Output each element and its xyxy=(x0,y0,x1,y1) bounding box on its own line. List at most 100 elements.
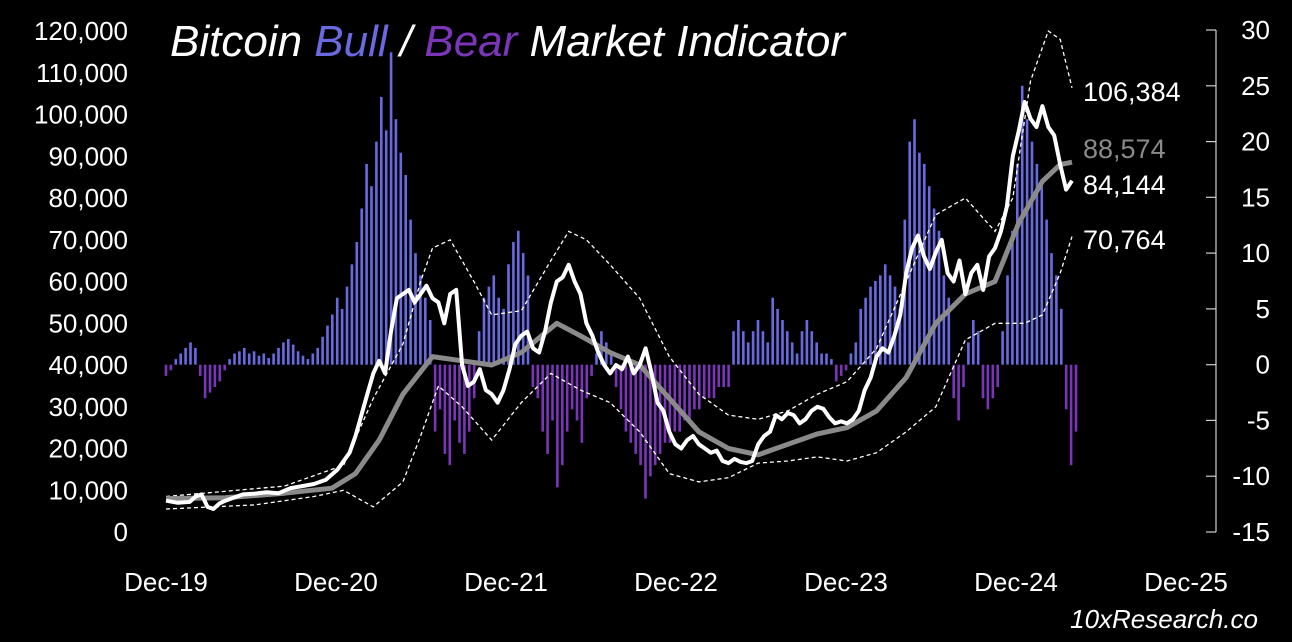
indicator-bar-184 xyxy=(1064,364,1068,410)
indicator-bar-167 xyxy=(981,364,985,399)
indicator-bar-40 xyxy=(360,208,363,365)
y-left-tick-label: 30,000 xyxy=(48,392,128,422)
indicator-bar-10 xyxy=(213,364,217,387)
indicator-bar-156 xyxy=(927,186,931,365)
indicator-bar-26 xyxy=(291,344,295,365)
indicator-bar-144 xyxy=(869,286,872,365)
indicator-bar-146 xyxy=(879,275,882,365)
indicator-bar-169 xyxy=(991,364,995,399)
y-right-tick-label: 15 xyxy=(1241,182,1270,212)
indicator-bar-8 xyxy=(203,364,207,399)
indicator-bar-22 xyxy=(272,353,275,365)
indicator-bar-175 xyxy=(1020,85,1024,365)
indicator-bar-80 xyxy=(556,364,559,488)
title-part-bear: Bear xyxy=(424,17,519,66)
indicator-bar-24 xyxy=(282,342,285,365)
indicator-bar-121 xyxy=(756,320,760,365)
y-right-tick-label: 30 xyxy=(1241,15,1270,45)
indicator-bar-126 xyxy=(781,320,784,365)
indicator-bar-13 xyxy=(228,359,231,365)
indicator-bar-53 xyxy=(424,297,427,365)
indicator-bar-29 xyxy=(306,359,310,365)
indicator-bar-31 xyxy=(316,347,319,365)
indicator-bar-132 xyxy=(810,331,814,365)
left-axis-ticks: 120,000 110,000 100,000 90,000 80,000 70,000 6… xyxy=(34,16,128,547)
x-tick-label: Dec-21 xyxy=(464,567,548,597)
indicator-bar-27 xyxy=(296,351,300,365)
end-label-price: 84,144 xyxy=(1083,170,1166,200)
indicator-bar-0 xyxy=(164,364,168,376)
indicator-bar-54 xyxy=(428,320,432,365)
indicator-bar-85 xyxy=(580,364,584,443)
x-tick-label: Dec-25 xyxy=(1144,567,1228,597)
x-tick-label: Dec-23 xyxy=(804,567,888,597)
indicator-bar-183 xyxy=(1060,308,1063,365)
indicator-bar-34 xyxy=(331,314,334,365)
indicator-bar-115 xyxy=(727,364,730,387)
indicator-bar-65 xyxy=(482,297,486,365)
indicator-bar-92 xyxy=(614,364,618,387)
indicator-bar-30 xyxy=(311,353,315,365)
indicator-bar-166 xyxy=(976,331,980,365)
indicator-bar-135 xyxy=(825,353,828,365)
title-part-slash: / xyxy=(388,17,425,66)
indicator-bar-163 xyxy=(962,364,965,387)
x-tick-label: Dec-22 xyxy=(634,567,718,597)
indicator-bar-170 xyxy=(996,364,999,387)
indicator-bar-71 xyxy=(512,242,515,365)
y-right-tick-label: -10 xyxy=(1232,461,1270,491)
y-right-tick-label: 20 xyxy=(1241,127,1270,157)
indicator-bar-11 xyxy=(218,364,222,382)
indicator-bar-72 xyxy=(517,230,520,365)
y-left-tick-label: 50,000 xyxy=(48,308,128,338)
indicator-bar-66 xyxy=(487,286,491,365)
y-left-tick-label: 40,000 xyxy=(48,350,128,380)
indicator-bar-117 xyxy=(737,320,740,365)
indicator-bar-6 xyxy=(194,347,197,365)
indicator-bar-129 xyxy=(795,353,799,365)
indicator-bar-102 xyxy=(663,364,667,443)
indicator-bar-7 xyxy=(198,364,202,376)
indicator-bar-95 xyxy=(629,364,633,443)
indicator-bar-1 xyxy=(169,364,173,371)
indicator-bar-111 xyxy=(707,364,711,399)
indicator-bar-179 xyxy=(1040,186,1044,365)
y-left-tick-label: 120,000 xyxy=(34,16,128,46)
title-part-bull: Bull xyxy=(314,17,389,66)
y-left-tick-label: 90,000 xyxy=(48,141,128,171)
indicator-bar-118 xyxy=(742,331,745,365)
indicator-bar-112 xyxy=(712,364,716,399)
indicator-bar-149 xyxy=(893,286,897,365)
indicator-bar-9 xyxy=(208,364,212,393)
indicator-bar-64 xyxy=(477,331,481,365)
indicator-bar-161 xyxy=(952,364,955,399)
indicator-bar-137 xyxy=(835,364,838,382)
indicator-bar-69 xyxy=(502,308,505,365)
y-left-tick-label: 70,000 xyxy=(48,225,128,255)
indicator-bar-86 xyxy=(585,364,589,399)
indicator-bar-99 xyxy=(649,364,652,477)
indicator-bar-74 xyxy=(526,275,530,365)
indicator-bar-154 xyxy=(918,152,921,365)
moving-average-line xyxy=(165,159,1073,502)
indicator-bar-12 xyxy=(223,364,226,371)
indicator-bar-94 xyxy=(624,364,628,432)
indicator-bar-104 xyxy=(673,364,677,432)
indicator-bar-109 xyxy=(698,364,701,410)
indicator-bar-122 xyxy=(761,331,765,365)
indicator-bar-123 xyxy=(766,342,770,365)
x-tick-label: Dec-20 xyxy=(294,567,378,597)
indicator-bar-79 xyxy=(551,364,554,421)
indicator-bar-58 xyxy=(448,364,452,466)
indicator-bar-105 xyxy=(678,364,681,432)
indicator-bar-124 xyxy=(771,297,774,365)
indicator-bar-138 xyxy=(839,364,843,376)
indicator-bar-4 xyxy=(184,347,187,365)
indicator-bar-59 xyxy=(453,364,456,421)
indicator-bar-44 xyxy=(380,96,383,365)
indicator-bar-19 xyxy=(257,355,261,365)
indicator-bar-130 xyxy=(800,331,804,365)
indicator-bar-162 xyxy=(957,364,960,421)
